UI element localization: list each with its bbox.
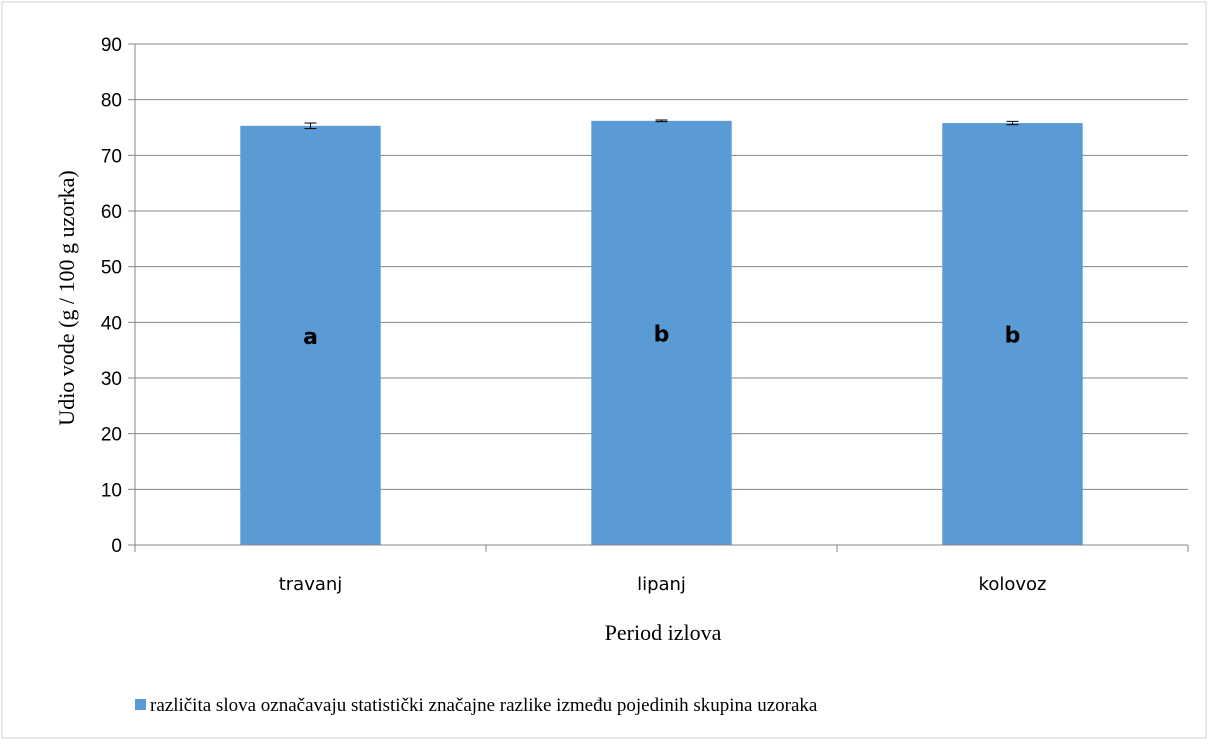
bar	[942, 123, 1083, 546]
legend: različita slova označavaju statistički z…	[135, 695, 818, 716]
y-tick-label: 30	[101, 369, 122, 390]
y-tick-label: 60	[101, 202, 122, 223]
y-tick-label: 90	[101, 35, 122, 56]
bar	[240, 125, 381, 545]
bar-significance-label: a	[303, 325, 318, 350]
x-axis-category-labels: travanj lipanj kolovoz	[279, 574, 1047, 595]
y-tick-label: 0	[111, 536, 122, 557]
bar-significance-label: b	[654, 322, 670, 347]
legend-entry-text: različita slova označavaju statistički z…	[150, 695, 818, 716]
y-axis-ticks: 0 10 20 30 40 50 60 70 80 90	[101, 35, 135, 557]
axes	[134, 44, 1189, 552]
y-axis-title: Udio vode (g / 100 g uzorka)	[54, 170, 79, 425]
x-category-label: travanj	[279, 574, 343, 595]
legend-swatch	[135, 699, 146, 710]
y-tick-label: 20	[101, 425, 122, 446]
y-tick-label: 70	[101, 146, 122, 167]
x-category-label: lipanj	[637, 574, 686, 595]
x-axis-title: Period izlova	[605, 620, 722, 645]
bar-significance-label: b	[1005, 323, 1021, 348]
bar	[591, 120, 732, 545]
x-category-label: kolovoz	[979, 574, 1047, 595]
y-tick-label: 80	[101, 91, 122, 112]
y-tick-label: 50	[101, 258, 122, 279]
y-tick-label: 40	[101, 313, 122, 334]
y-tick-label: 10	[101, 480, 122, 501]
